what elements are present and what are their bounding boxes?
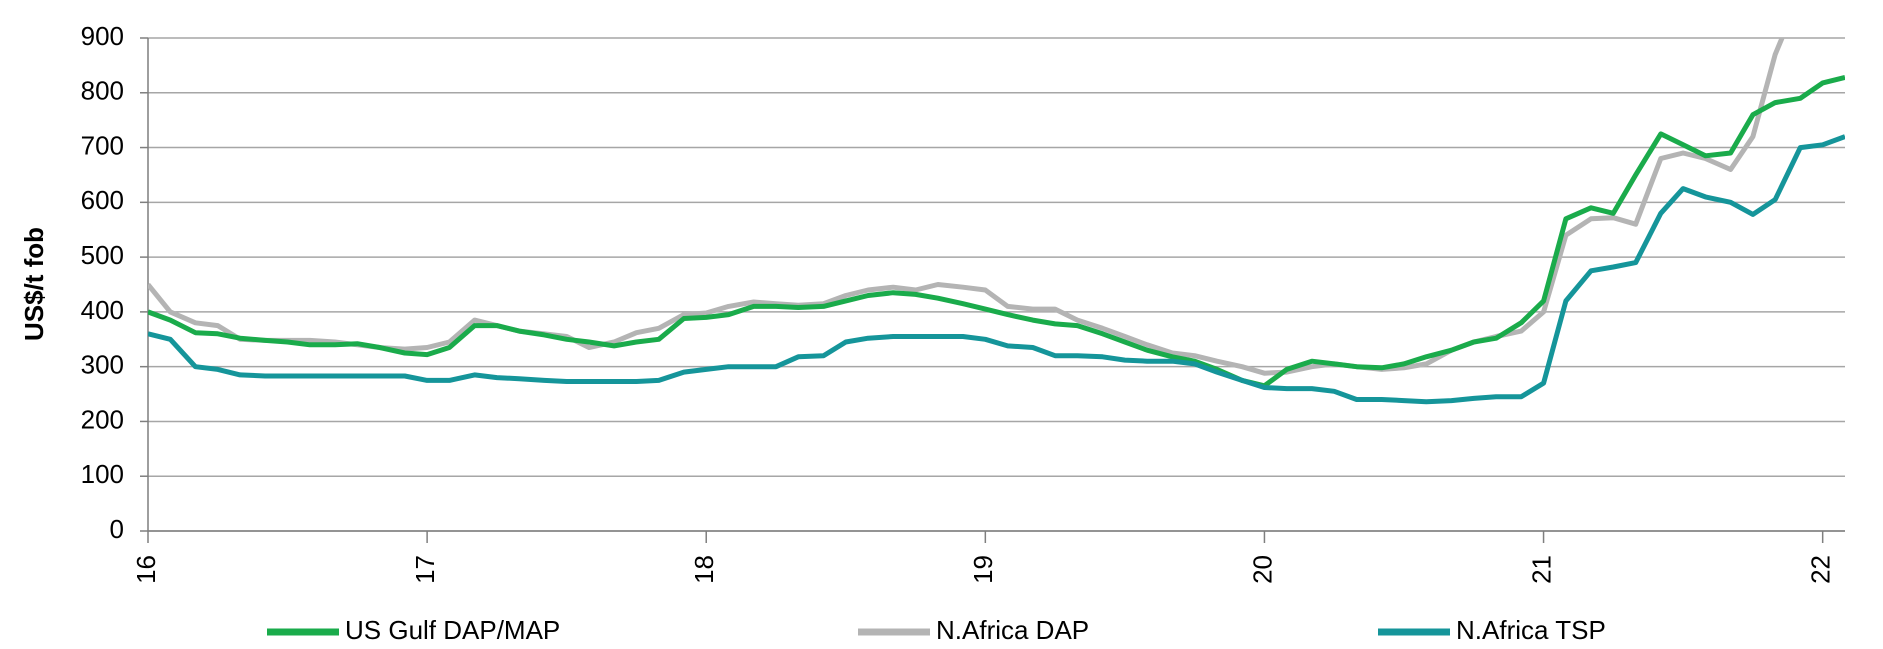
x-tick-label: 20: [1247, 555, 1277, 584]
x-tick-label: 22: [1806, 555, 1836, 584]
x-tick-label: 16: [131, 555, 161, 584]
y-tick-label: 200: [81, 404, 124, 434]
y-axis-label: US$/t fob: [19, 227, 49, 341]
series-line: [148, 38, 1785, 376]
y-tick-label: 100: [81, 459, 124, 489]
y-tick-label: 0: [110, 514, 124, 544]
series-line: [148, 134, 1845, 405]
y-tick-label: 700: [81, 130, 124, 160]
x-tick-label: 21: [1526, 555, 1556, 584]
legend-label: N.Africa DAP: [936, 615, 1089, 645]
y-tick-label: 500: [81, 240, 124, 270]
series-line: [148, 74, 1845, 389]
legend-label: N.Africa TSP: [1456, 615, 1606, 645]
x-tick-label: 17: [410, 555, 440, 584]
legend-label: US Gulf DAP/MAP: [345, 615, 560, 645]
x-tick-label: 19: [968, 555, 998, 584]
y-tick-label: 600: [81, 185, 124, 215]
x-tick-label: 18: [689, 555, 719, 584]
y-tick-label: 900: [81, 21, 124, 51]
y-tick-label: 300: [81, 350, 124, 380]
y-tick-label: 400: [81, 295, 124, 325]
y-tick-label: 800: [81, 76, 124, 106]
